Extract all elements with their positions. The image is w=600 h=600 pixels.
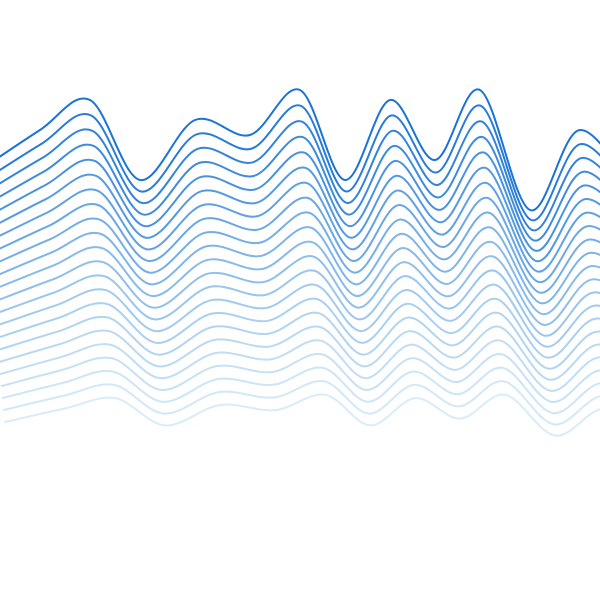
wave-line (3, 368, 600, 414)
wave-line (5, 394, 600, 435)
wave-line (0, 285, 600, 347)
wave-canvas (0, 0, 600, 600)
wave-line (0, 299, 600, 358)
wave-svg (0, 0, 600, 600)
wave-group (0, 89, 600, 436)
wave-line (2, 354, 600, 402)
wave-line (0, 198, 600, 283)
wave-line (4, 381, 600, 424)
